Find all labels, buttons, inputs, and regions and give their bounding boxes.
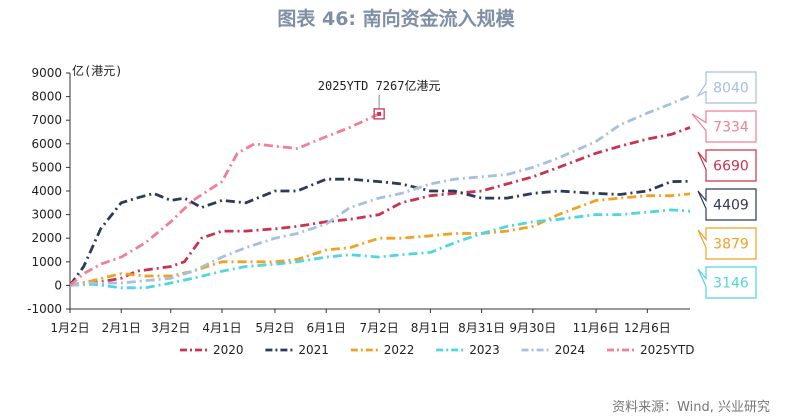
x-tick-label: 2月1日 xyxy=(102,321,141,335)
y-tick-label: 6000 xyxy=(31,137,62,151)
annotation-label: 2025YTD 7267亿港元 xyxy=(318,78,441,93)
x-tick-label: 8月1日 xyxy=(411,321,450,335)
series-line-2020 xyxy=(69,126,691,287)
y-tick-label: -1000 xyxy=(27,302,62,316)
series-line-2022 xyxy=(69,192,691,287)
legend-label-2025YTD: 2025YTD xyxy=(640,343,694,357)
end-value-box-2021 xyxy=(697,188,757,221)
end-value-label-2023: 3146 xyxy=(713,276,749,292)
end-value-label-2021: 4409 xyxy=(713,198,749,214)
series-line-2025YTD xyxy=(69,112,380,287)
end-value-box-2020 xyxy=(697,149,757,182)
x-tick-label: 12月6日 xyxy=(624,321,671,335)
y-tick-label: 3000 xyxy=(31,208,62,222)
legend-label-2022: 2022 xyxy=(384,343,415,357)
end-value-label-2025YTD: 7334 xyxy=(713,120,749,136)
x-tick-label: 3月2日 xyxy=(151,321,190,335)
end-value-box-2025YTD xyxy=(691,110,757,143)
chart-title: 图表 46: 南向资金流入规模 xyxy=(277,8,515,30)
annotation-marker-dot xyxy=(377,111,382,116)
y-tick-label: 4000 xyxy=(31,184,62,198)
x-tick-label: 9月30日 xyxy=(509,321,556,335)
end-value-label-2022: 3879 xyxy=(713,237,749,253)
y-tick-label: 2000 xyxy=(31,231,62,245)
x-tick-label: 6月1日 xyxy=(307,321,346,335)
end-value-box-2024 xyxy=(696,71,757,104)
legend-label-2024: 2024 xyxy=(555,343,586,357)
legend-label-2023: 2023 xyxy=(469,343,500,357)
end-value-label-2020: 6690 xyxy=(713,159,749,175)
y-tick-label: 5000 xyxy=(31,160,62,174)
series-line-2024 xyxy=(69,94,691,287)
legend-label-2021: 2021 xyxy=(298,343,329,357)
x-tick-label: 5月2日 xyxy=(255,321,294,335)
y-tick-label: 7000 xyxy=(31,113,62,127)
y-axis-label: 亿(港元) xyxy=(72,63,122,78)
end-value-box-2022 xyxy=(697,227,757,260)
end-value-label-2024: 8040 xyxy=(713,81,749,97)
source-note: 资料来源：Wind, 兴业研究 xyxy=(612,400,770,415)
y-tick-label: 8000 xyxy=(31,90,62,104)
y-tick-label: 9000 xyxy=(31,66,62,80)
y-tick-label: 0 xyxy=(54,278,62,292)
legend-label-2020: 2020 xyxy=(213,343,244,357)
annotation-marker xyxy=(373,108,385,120)
x-tick-label: 11月6日 xyxy=(573,321,620,335)
series-line-2021 xyxy=(68,177,691,287)
x-tick-label: 8月31日 xyxy=(458,321,505,335)
end-value-box-2023 xyxy=(697,266,757,299)
series-line-2023 xyxy=(69,208,691,290)
x-tick-label: 1月2日 xyxy=(50,321,89,335)
y-tick-label: 1000 xyxy=(31,255,62,269)
x-tick-label: 4月1日 xyxy=(202,321,241,335)
x-tick-label: 7月2日 xyxy=(360,321,399,335)
